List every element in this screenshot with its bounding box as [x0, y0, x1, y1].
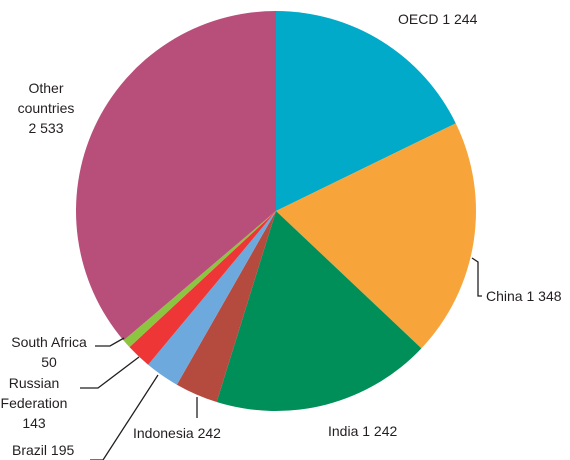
slice-label-india: India 1 242 [328, 423, 397, 439]
pie-slice-brazil [148, 211, 276, 385]
slice-label-south-africa: South Africa 50 [11, 334, 87, 370]
slice-label-other-countries: Other countries 2 533 [18, 80, 75, 136]
label-line-russian: Russian [9, 375, 60, 391]
leader-lines [80, 257, 482, 460]
pie-slice-indonesia [176, 211, 276, 402]
label-line-sa-value: 50 [41, 354, 57, 370]
leader-line-brazil [90, 374, 159, 460]
leader-line-russian-federation [80, 356, 140, 389]
pie-slice-south-africa [123, 211, 277, 348]
label-line-rf-value: 143 [22, 415, 46, 431]
slice-label-russian-federation: Russian Federation 143 [1, 375, 68, 431]
slice-labels: OECD 1 244 China 1 348 India 1 242 Indon… [1, 11, 562, 458]
pie-slice-india [216, 211, 422, 411]
label-line-other: Other [28, 80, 63, 96]
pie-slices [76, 11, 477, 411]
pie-slice-oecd [276, 11, 456, 211]
pie-slice-china [276, 123, 477, 349]
label-line-oc-value: 2 533 [28, 120, 63, 136]
slice-label-china: China 1 348 [486, 288, 562, 304]
slice-label-indonesia: Indonesia 242 [133, 425, 221, 441]
slice-label-brazil: Brazil 195 [12, 442, 74, 458]
label-line-countries: countries [18, 100, 75, 116]
label-line-south-africa: South Africa [11, 334, 87, 350]
label-line-federation: Federation [1, 395, 68, 411]
pie-slice-russian-federation [129, 211, 276, 365]
leader-line-south-africa [95, 337, 125, 347]
leader-line-china [471, 257, 482, 297]
pie-slice-other-countries [76, 11, 276, 341]
slice-label-oecd: OECD 1 244 [398, 11, 478, 27]
